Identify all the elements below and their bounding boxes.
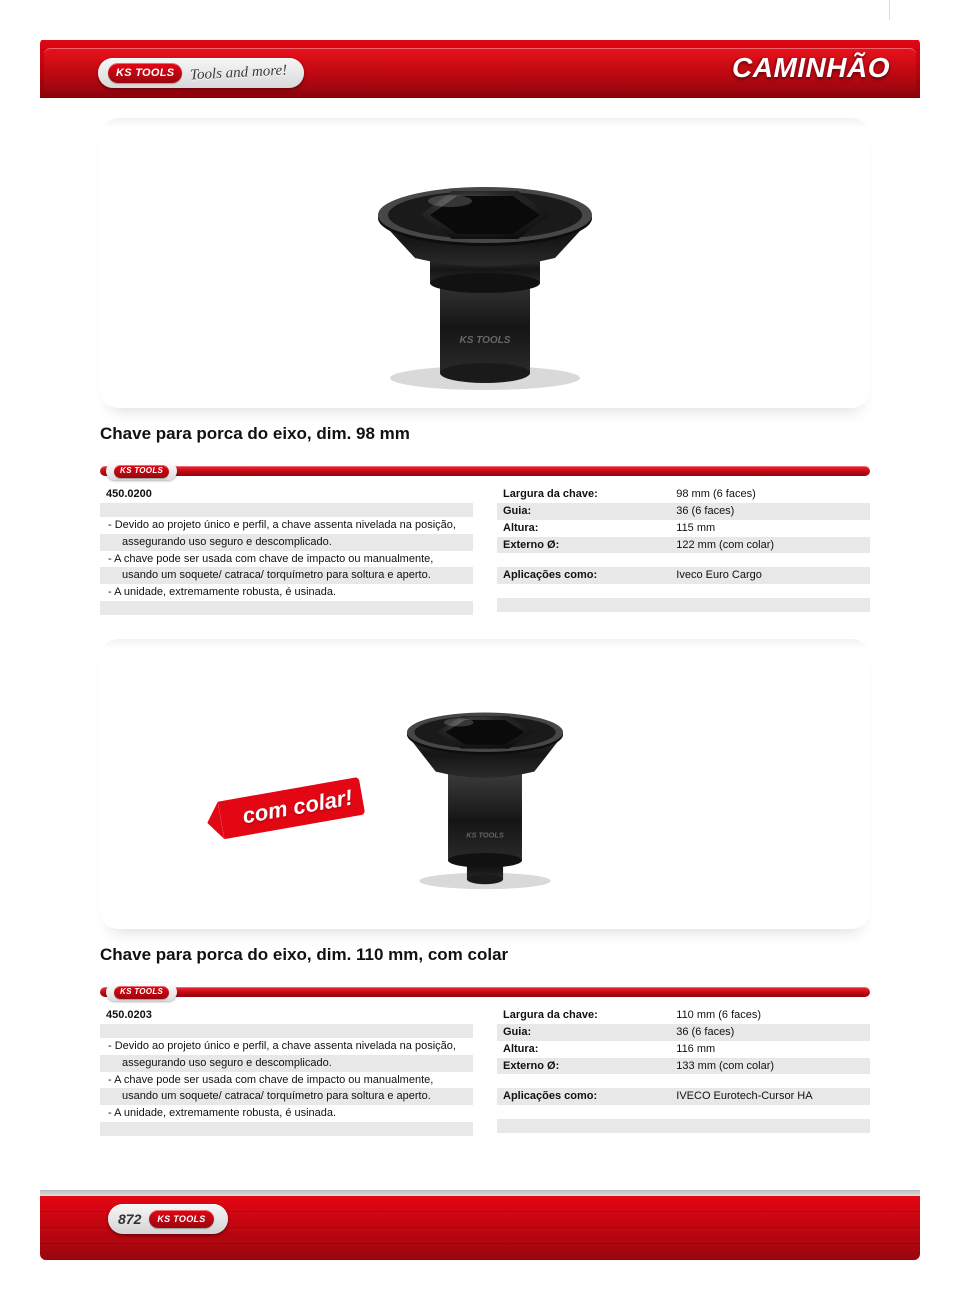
spec-label: Largura da chave: <box>503 487 676 502</box>
spec-label: Altura: <box>503 521 676 536</box>
page-number-pill: 872 KS TOOLS <box>108 1204 228 1234</box>
spec-row: Guia: 36 (6 faces) <box>497 1024 870 1041</box>
spec-row: Externo Ø: 122 mm (com colar) <box>497 537 870 554</box>
product-bullet: - Devido ao projeto único e perfil, a ch… <box>106 1039 467 1054</box>
spec-value: 116 mm <box>676 1042 864 1057</box>
product-image-socket: KS TOOLS <box>370 659 600 909</box>
product-image-card: KS TOOLS <box>100 118 870 408</box>
spec-label: Largura da chave: <box>503 1008 676 1023</box>
callout-ribbon: com colar! <box>218 777 366 839</box>
applications-value: Iveco Euro Cargo <box>676 568 864 583</box>
product-bullet-cont: usando um soquete/ catraca/ torquímetro … <box>106 1089 467 1104</box>
spec-value: 36 (6 faces) <box>676 1025 864 1040</box>
spec-value: 110 mm (6 faces) <box>676 1008 864 1023</box>
product-bullet-cont: assegurando uso seguro e descomplicado. <box>106 1056 467 1071</box>
category-title: CAMINHÃO <box>732 52 890 84</box>
product-specs-column: Largura da chave: 98 mm (6 faces) Guia: … <box>497 486 870 615</box>
ks-logo-footer: KS TOOLS <box>149 1210 213 1228</box>
spec-value: 115 mm <box>676 521 864 536</box>
section-divider: KS TOOLS <box>100 462 870 480</box>
spec-value: 133 mm (com colar) <box>676 1059 864 1074</box>
spec-row: Altura: 115 mm <box>497 520 870 537</box>
mini-logo-pill: KS TOOLS <box>106 983 177 1001</box>
product-sku: 450.0200 <box>100 486 473 503</box>
product-sku: 450.0203 <box>100 1007 473 1024</box>
product-description-column: 450.0200 - Devido ao projeto único e per… <box>100 486 473 615</box>
spec-label: Guia: <box>503 1025 676 1040</box>
applications-value: IVECO Eurotech-Cursor HA <box>676 1089 864 1104</box>
page-number: 872 <box>118 1211 141 1227</box>
spec-row: Largura da chave: 98 mm (6 faces) <box>497 486 870 503</box>
crop-mark-area <box>0 0 960 20</box>
spec-value: 98 mm (6 faces) <box>676 487 864 502</box>
spec-value: 122 mm (com colar) <box>676 538 864 553</box>
product-title: Chave para porca do eixo, dim. 98 mm <box>100 424 870 444</box>
product-block: KS TOOLS com colar! Chave para porca do … <box>100 639 870 1136</box>
header-banner: KS TOOLS Tools and more! CAMINHÃO <box>40 38 920 98</box>
spec-label: Externo Ø: <box>503 1059 676 1074</box>
brand-tagline: Tools and more! <box>190 62 288 84</box>
product-bullet: - A chave pode ser usada com chave de im… <box>106 552 467 567</box>
svg-text:KS TOOLS: KS TOOLS <box>466 830 504 839</box>
section-divider: KS TOOLS <box>100 983 870 1001</box>
applications-label: Aplicações como: <box>503 1089 676 1104</box>
spec-label: Altura: <box>503 1042 676 1057</box>
footer-banner: 872 KS TOOLS <box>40 1190 920 1260</box>
product-description-column: 450.0203 - Devido ao projeto único e per… <box>100 1007 473 1136</box>
svg-text:KS TOOLS: KS TOOLS <box>460 335 511 346</box>
spec-label: Externo Ø: <box>503 538 676 553</box>
product-bullet-cont: usando um soquete/ catraca/ torquímetro … <box>106 568 467 583</box>
spec-label: Guia: <box>503 504 676 519</box>
product-image-card: KS TOOLS com colar! <box>100 639 870 929</box>
spec-row: Guia: 36 (6 faces) <box>497 503 870 520</box>
ks-logo-small: KS TOOLS <box>114 465 169 478</box>
product-specs-column: Largura da chave: 110 mm (6 faces) Guia:… <box>497 1007 870 1136</box>
product-bullet: - A chave pode ser usada com chave de im… <box>106 1073 467 1088</box>
spec-row-applications: Aplicações como: IVECO Eurotech-Cursor H… <box>497 1088 870 1105</box>
brand-pill: KS TOOLS Tools and more! <box>98 58 304 88</box>
spec-row-applications: Aplicações como: Iveco Euro Cargo <box>497 567 870 584</box>
spec-value: 36 (6 faces) <box>676 504 864 519</box>
product-block: KS TOOLS Chave para porca do eixo, dim. … <box>100 118 870 615</box>
mini-logo-pill: KS TOOLS <box>106 462 177 480</box>
spec-row: Externo Ø: 133 mm (com colar) <box>497 1058 870 1075</box>
product-image-socket: KS TOOLS <box>345 133 625 393</box>
product-bullet: - A unidade, extremamente robusta, é usi… <box>106 1106 467 1121</box>
product-bullet: - A unidade, extremamente robusta, é usi… <box>106 585 467 600</box>
spec-row: Altura: 116 mm <box>497 1041 870 1058</box>
catalog-page: KS TOOLS Tools and more! CAMINHÃO <box>0 0 960 1260</box>
content-area: KS TOOLS Chave para porca do eixo, dim. … <box>0 98 960 1170</box>
ks-logo-small: KS TOOLS <box>114 986 169 999</box>
applications-label: Aplicações como: <box>503 568 676 583</box>
product-bullet: - Devido ao projeto único e perfil, a ch… <box>106 518 467 533</box>
ks-logo: KS TOOLS <box>108 63 182 83</box>
product-bullet-cont: assegurando uso seguro e descomplicado. <box>106 535 467 550</box>
spec-row: Largura da chave: 110 mm (6 faces) <box>497 1007 870 1024</box>
product-title: Chave para porca do eixo, dim. 110 mm, c… <box>100 945 870 965</box>
